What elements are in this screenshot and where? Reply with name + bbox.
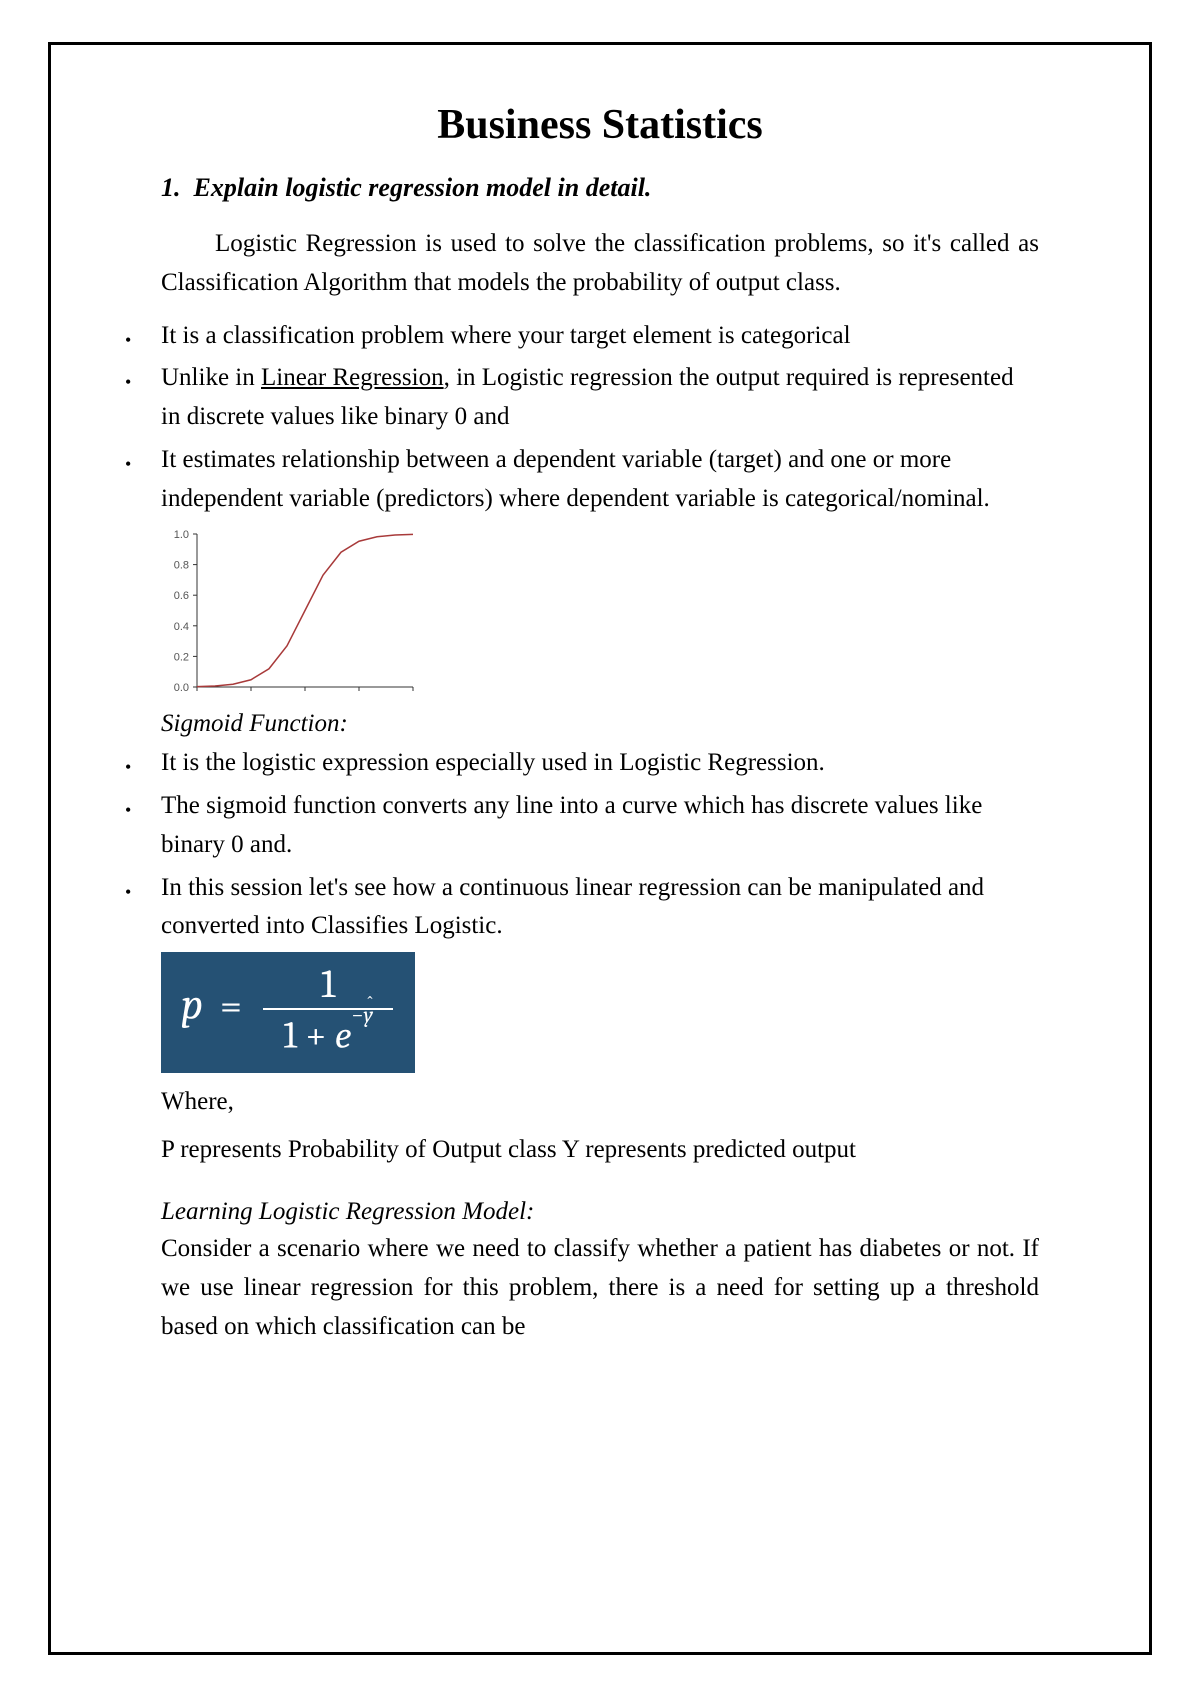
- list-item-text: It is a classification problem where you…: [161, 322, 851, 349]
- formula-p: p: [181, 979, 203, 1030]
- svg-text:1.0: 1.0: [174, 529, 189, 541]
- formula-container: p = 1 1 + e−y: [121, 952, 1079, 1073]
- list-item-text: The sigmoid function converts any line i…: [161, 792, 982, 858]
- list-item: The sigmoid function converts any line i…: [121, 787, 1039, 865]
- formula-equals: =: [220, 983, 242, 1029]
- list-item-text: Unlike in: [161, 364, 261, 391]
- formula-numerator: 1: [263, 964, 393, 1010]
- formula-exp-minus: −: [351, 1002, 363, 1028]
- list-item: It is the logistic expression especially…: [121, 744, 1039, 783]
- page-frame: Business Statistics 1. Explain logistic …: [48, 42, 1152, 1655]
- list-item-text: In this session let's see how a continuo…: [161, 874, 984, 940]
- where-text: P represents Probability of Output class…: [121, 1131, 1079, 1170]
- list-item: It is a classification problem where you…: [121, 317, 1039, 356]
- svg-text:0.2: 0.2: [174, 652, 189, 664]
- sigmoid-chart-container: 0.0 0.2 0.4 0.6 0.8 1.0: [121, 526, 1079, 706]
- intro-paragraph: Logistic Regression is used to solve the…: [121, 225, 1079, 303]
- formula-denom-e: e: [335, 1014, 352, 1058]
- list-item: Unlike in Linear Regression, in Logistic…: [121, 359, 1039, 437]
- learning-paragraph: Consider a scenario where we need to cla…: [121, 1230, 1079, 1346]
- svg-text:0.4: 0.4: [174, 621, 189, 633]
- list-item: It estimates relationship between a depe…: [121, 441, 1039, 519]
- sigmoid-formula: p = 1 1 + e−y: [161, 952, 415, 1073]
- where-label: Where,: [121, 1083, 1079, 1122]
- svg-text:0.0: 0.0: [174, 682, 189, 694]
- page: Business Statistics 1. Explain logistic …: [0, 0, 1200, 1697]
- sigmoid-heading: Sigmoid Function:: [121, 710, 1079, 738]
- list-item-text: It estimates relationship between a depe…: [161, 446, 990, 512]
- sigmoid-chart: 0.0 0.2 0.4 0.6 0.8 1.0: [161, 526, 421, 701]
- learning-heading: Learning Logistic Regression Model:: [121, 1198, 1079, 1226]
- svg-text:0.6: 0.6: [174, 590, 189, 602]
- list-item: In this session let's see how a continuo…: [121, 869, 1039, 947]
- question-number: 1.: [161, 173, 181, 202]
- bullet-list-1: It is a classification problem where you…: [121, 317, 1079, 519]
- svg-text:0.8: 0.8: [174, 560, 189, 572]
- question-heading: 1. Explain logistic regression model in …: [121, 173, 1079, 203]
- formula-exp-yhat: y: [364, 1004, 373, 1026]
- question-text: Explain logistic regression model in det…: [194, 173, 652, 202]
- formula-exponent: −y: [351, 1002, 373, 1028]
- formula-denominator: 1 + e−y: [263, 1010, 393, 1055]
- formula-fraction: 1 1 + e−y: [263, 964, 393, 1055]
- bullet-list-2: It is the logistic expression especially…: [121, 744, 1079, 946]
- formula-denom-left: 1 +: [283, 1014, 335, 1058]
- linear-regression-link: Linear Regression: [261, 364, 444, 391]
- list-item-text: It is the logistic expression especially…: [161, 749, 825, 776]
- page-title: Business Statistics: [121, 101, 1079, 149]
